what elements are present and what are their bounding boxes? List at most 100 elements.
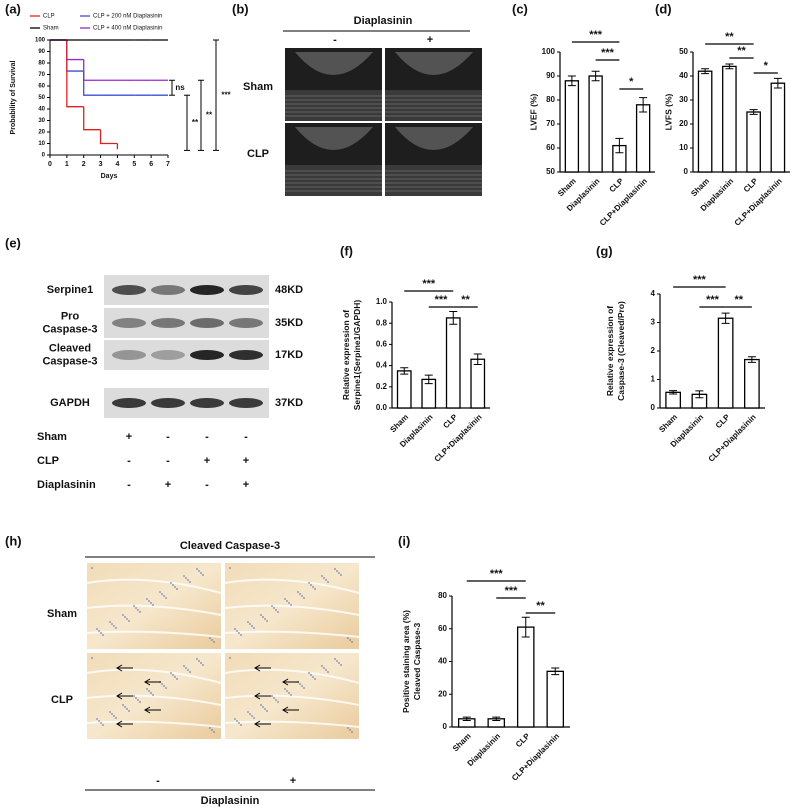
nucleus	[314, 588, 316, 590]
panel-label: (c)	[512, 1, 528, 16]
condition-sign: +	[243, 455, 249, 467]
nucleus	[98, 630, 100, 632]
nucleus	[122, 704, 124, 706]
y-tick-label: 50	[546, 167, 555, 176]
error-bar	[749, 109, 758, 115]
y-tick-label: 40	[38, 107, 45, 113]
condition-sign: +	[243, 479, 249, 491]
condition-label: Sham	[37, 431, 67, 443]
nucleus	[247, 711, 249, 713]
nucleus	[213, 641, 215, 643]
x-tick-label: 2	[82, 161, 86, 168]
nucleus	[347, 637, 349, 639]
blot-size: 35KD	[275, 317, 303, 329]
nucleus	[323, 667, 325, 669]
y-tick-label: 60	[438, 624, 447, 633]
y-axis-label: Probability of Survival	[10, 60, 17, 134]
condition-sign: -	[166, 455, 170, 467]
nucleus	[183, 575, 185, 577]
bar	[516, 626, 535, 728]
nucleus	[314, 678, 316, 680]
nucleus	[163, 595, 165, 597]
y-tick-label: 0.6	[376, 340, 388, 349]
error-bar	[695, 390, 704, 399]
nucleus	[236, 720, 238, 722]
tissue-gap	[224, 668, 360, 684]
nucleus	[264, 618, 266, 620]
tissue-gap	[86, 694, 222, 706]
nucleus	[310, 674, 312, 676]
nucleus	[336, 660, 338, 662]
nucleus	[126, 708, 128, 710]
x-tick-label: CLP	[441, 412, 459, 430]
x-tick-label: CLP	[714, 412, 732, 430]
nucleus	[301, 685, 303, 687]
nucleus	[152, 604, 154, 606]
nucleus	[172, 584, 174, 586]
y-tick-label: 90	[546, 71, 555, 80]
nucleus	[251, 715, 253, 717]
panel-label: (e)	[5, 235, 21, 250]
y-tick-label: 0.8	[376, 318, 388, 327]
significance-label: ***	[589, 29, 603, 41]
y-axis-label: Caspase-3 (Cleaved/Pro)	[616, 301, 626, 401]
error-bar	[615, 137, 624, 154]
nucleus	[115, 717, 117, 719]
blot-row-label: Serpine1	[47, 284, 93, 296]
nucleus	[133, 605, 135, 607]
nucleus	[271, 605, 273, 607]
nucleus	[240, 724, 242, 726]
blot-band	[112, 398, 146, 408]
nucleus	[253, 627, 255, 629]
y-tick-label: 40	[438, 657, 447, 666]
nucleus	[284, 688, 286, 690]
nucleus	[159, 591, 161, 593]
error-bar	[424, 374, 433, 385]
error-bar	[701, 68, 710, 75]
condition-sign: -	[127, 455, 131, 467]
y-tick-label: 100	[542, 47, 556, 56]
nucleus	[185, 577, 187, 579]
blot-band	[190, 398, 224, 408]
nucleus	[209, 637, 211, 639]
nucleus	[187, 579, 189, 581]
nucleus	[139, 701, 141, 703]
blot-band	[229, 318, 263, 328]
nucleus	[273, 697, 275, 699]
nucleus	[312, 586, 314, 588]
column-sign: -	[156, 775, 160, 787]
significance-label: **	[461, 294, 470, 306]
y-tick-label: 60	[38, 84, 45, 90]
blot-row-label: GAPDH	[50, 397, 90, 409]
y-tick-label: 3	[651, 318, 656, 327]
nucleus	[170, 672, 172, 674]
row-label: CLP	[51, 694, 73, 706]
y-tick-label: 70	[38, 72, 45, 78]
nucleus	[209, 727, 211, 729]
legend-label: CLP + 400 nM Diaplasinin	[93, 26, 162, 32]
nucleus	[170, 582, 172, 584]
nucleus	[347, 727, 349, 729]
nucleus	[183, 665, 185, 667]
arrow	[116, 664, 133, 672]
y-axis-label: Positive staining area (%)	[401, 610, 411, 713]
arrow	[144, 706, 161, 714]
nucleus	[113, 715, 115, 717]
echo-mmode	[285, 165, 382, 196]
arrow	[144, 678, 161, 686]
nucleus	[334, 568, 336, 570]
y-tick-label: 80	[38, 61, 45, 67]
nucleus	[340, 574, 342, 576]
tissue-gap	[224, 604, 360, 616]
error-bar	[721, 312, 730, 324]
nucleus	[100, 632, 102, 634]
condition-sign: -	[127, 479, 131, 491]
nucleus	[174, 676, 176, 678]
nucleus	[135, 697, 137, 699]
condition-sign: +	[204, 455, 210, 467]
nucleus	[338, 572, 340, 574]
nucleus	[229, 567, 231, 569]
blot-band	[229, 398, 263, 408]
y-tick-label: 50	[679, 47, 688, 56]
legend-label: Sham	[43, 26, 59, 32]
